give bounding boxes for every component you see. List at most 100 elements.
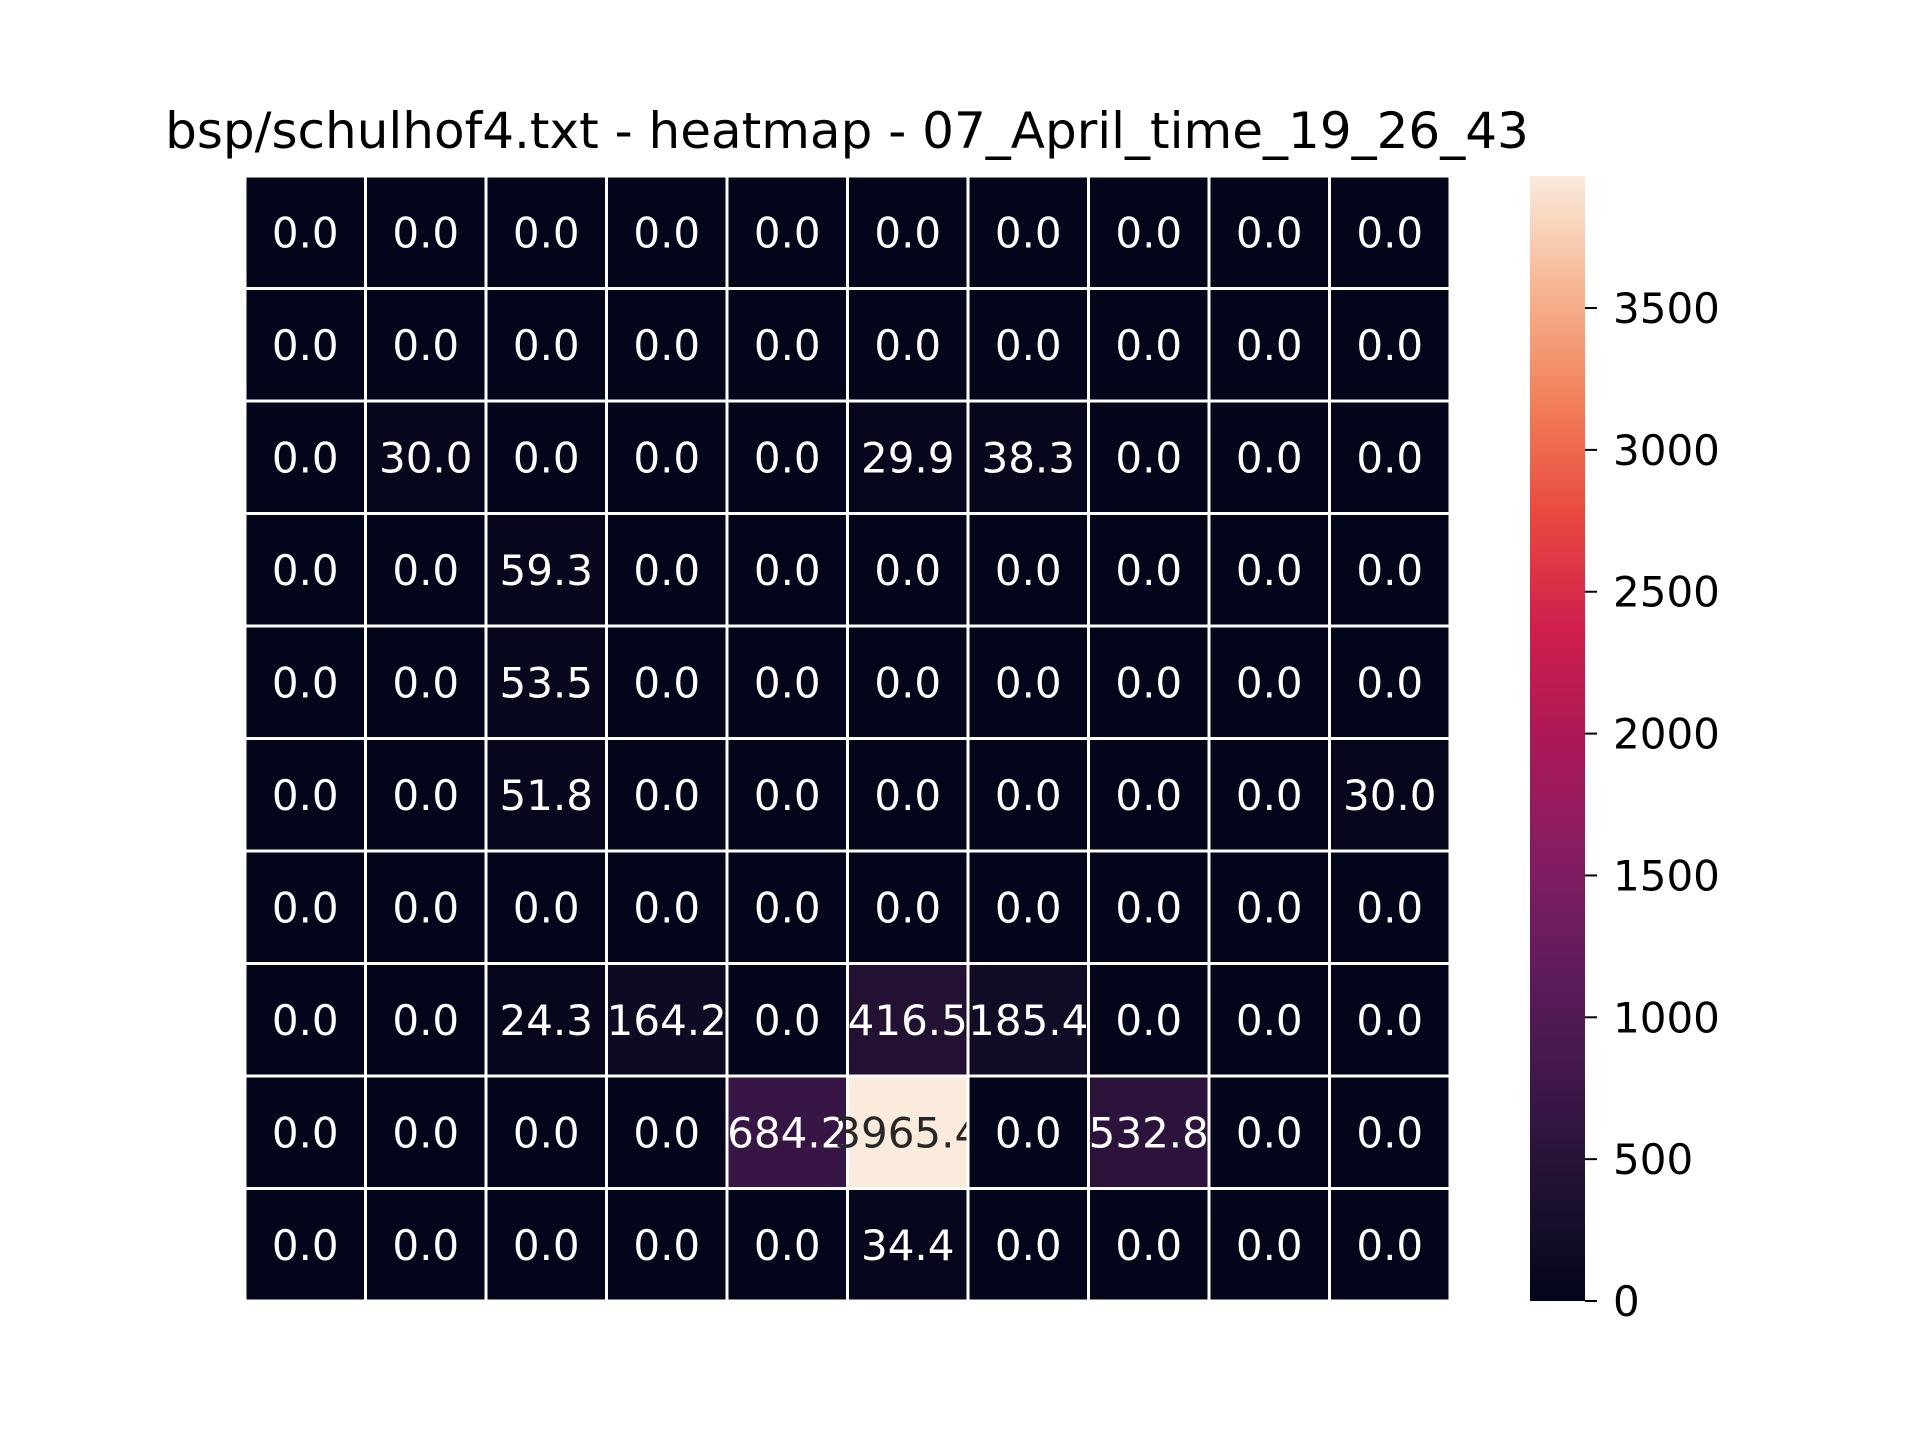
heatmap-cell-label: 164.2: [607, 996, 727, 1045]
heatmap-cell-label: 0.0: [995, 321, 1062, 370]
heatmap-cell: [364, 174, 488, 290]
heatmap-cell-label: 0.0: [272, 321, 339, 370]
heatmap-cell: [966, 399, 1090, 515]
heatmap-cell: [846, 624, 970, 740]
heatmap-cell: [1207, 624, 1331, 740]
heatmap-cell-label: 0.0: [392, 771, 459, 820]
heatmap-cell-label: 0.0: [995, 883, 1062, 932]
heatmap-cell: [364, 399, 488, 515]
heatmap-cell-label: 0.0: [272, 883, 339, 932]
heatmap-cell-label: 0.0: [1115, 433, 1182, 482]
heatmap-cell-label: 38.3: [981, 433, 1075, 482]
heatmap-cell: [966, 962, 1090, 1078]
heatmap-cell-label: 0.0: [874, 771, 941, 820]
heatmap-cell: [1328, 849, 1452, 965]
heatmap-cell-label: 0.0: [1236, 883, 1303, 932]
heatmap-cell: [364, 962, 488, 1078]
heatmap-cell: [243, 737, 367, 853]
colorbar-tick-label: 2500: [1613, 568, 1720, 617]
heatmap-cell-label: 0.0: [754, 883, 821, 932]
chart-title: bsp/schulhof4.txt - heatmap - 07_April_t…: [165, 102, 1529, 160]
heatmap-cell: [966, 1074, 1090, 1190]
heatmap-cell-label: 0.0: [272, 208, 339, 257]
heatmap-cell: [966, 287, 1090, 403]
heatmap-cell: [1207, 962, 1331, 1078]
heatmap-cell: [966, 849, 1090, 965]
heatmap-cell: [1207, 849, 1331, 965]
heatmap-cell-label: 416.5: [848, 996, 968, 1045]
heatmap-cell-label: 0.0: [513, 1221, 580, 1270]
heatmap-cell-label: 0.0: [272, 546, 339, 595]
heatmap-cells: 0.0 0.0 0.0 0.0 0.0 0.0 0.0 0.0 0.0 0.0 0.0 0.0 0.0 0…: [243, 174, 1452, 1303]
heatmap-cell: [846, 512, 970, 628]
colorbar-tick-label: 1500: [1613, 851, 1720, 900]
heatmap-cell: [605, 849, 729, 965]
heatmap-cell: [484, 399, 608, 515]
heatmap-cell-label: 0.0: [754, 433, 821, 482]
heatmap-cell-label: 0.0: [633, 546, 700, 595]
colorbar-gradient: [1530, 176, 1585, 1301]
heatmap-cell-label: 0.0: [1115, 321, 1182, 370]
heatmap-cell: [1087, 287, 1211, 403]
heatmap-cell-label: 0.0: [995, 546, 1062, 595]
heatmap-cell-label: 0.0: [633, 883, 700, 932]
heatmap-cell-label: 53.5: [499, 658, 593, 707]
heatmap-cell: [484, 962, 608, 1078]
colorbar-tick-label: 0: [1613, 1277, 1640, 1326]
heatmap-cell-label: 0.0: [1356, 996, 1423, 1045]
heatmap-cell-label: 0.0: [1236, 996, 1303, 1045]
heatmap-cell: [846, 737, 970, 853]
heatmap-cell-label: 0.0: [754, 208, 821, 257]
heatmap-cell: [1328, 287, 1452, 403]
heatmap-cell-label: 0.0: [1236, 321, 1303, 370]
heatmap-cell-label: 0.0: [272, 771, 339, 820]
heatmap-cell-label: 34.4: [861, 1221, 955, 1270]
heatmap-cell: [1087, 1074, 1211, 1190]
heatmap-cell: [605, 1187, 729, 1303]
heatmap-cell: [364, 1074, 488, 1190]
heatmap-cell: [725, 1074, 849, 1190]
heatmap-cell-label: 0.0: [1115, 208, 1182, 257]
heatmap-cell-label: 0.0: [633, 208, 700, 257]
heatmap-cell-label: 0.0: [1115, 1221, 1182, 1270]
heatmap-cell: [1328, 512, 1452, 628]
heatmap-cell-label: 0.0: [874, 546, 941, 595]
heatmap-cell-label: 0.0: [633, 771, 700, 820]
heatmap-cell-label: 0.0: [874, 208, 941, 257]
heatmap-cell: [846, 849, 970, 965]
heatmap-cell: [605, 287, 729, 403]
heatmap-cell-label: 0.0: [513, 883, 580, 932]
heatmap-cell-label: 0.0: [272, 658, 339, 707]
heatmap-cell: [725, 962, 849, 1078]
heatmap-cell: [243, 174, 367, 290]
heatmap-cell: [484, 1187, 608, 1303]
heatmap-cell: [364, 624, 488, 740]
heatmap-cell-label: 0.0: [995, 771, 1062, 820]
heatmap-cell-label: 0.0: [1115, 546, 1182, 595]
heatmap-cell: [243, 849, 367, 965]
heatmap-cell-label: 0.0: [995, 1221, 1062, 1270]
colorbar-tick-label: 2000: [1613, 710, 1720, 759]
colorbar-tick-label: 500: [1613, 1135, 1693, 1184]
heatmap-cell-label: 0.0: [1356, 321, 1423, 370]
heatmap-cell: [605, 737, 729, 853]
heatmap-cell: [725, 624, 849, 740]
heatmap-cell-label: 59.3: [499, 546, 593, 595]
heatmap-cell: [364, 287, 488, 403]
heatmap-cell-label: 0.0: [513, 208, 580, 257]
heatmap-cell-label: 30.0: [379, 433, 473, 482]
heatmap-cell-label: 0.0: [633, 321, 700, 370]
heatmap-cell: [725, 1187, 849, 1303]
heatmap-cell-label: 0.0: [392, 1108, 459, 1157]
heatmap-cell: [1207, 737, 1331, 853]
heatmap-cell-label: 30.0: [1343, 771, 1437, 820]
heatmap-cell-label: 0.0: [874, 321, 941, 370]
heatmap-cell-label: 0.0: [1115, 771, 1182, 820]
heatmap-cell-label: 24.3: [499, 996, 593, 1045]
heatmap-cell: [1328, 399, 1452, 515]
heatmap-cell-label: 0.0: [1356, 208, 1423, 257]
heatmap-cell-label: 0.0: [754, 546, 821, 595]
heatmap-cell-label: 0.0: [392, 546, 459, 595]
heatmap-cell-label: 0.0: [1236, 658, 1303, 707]
